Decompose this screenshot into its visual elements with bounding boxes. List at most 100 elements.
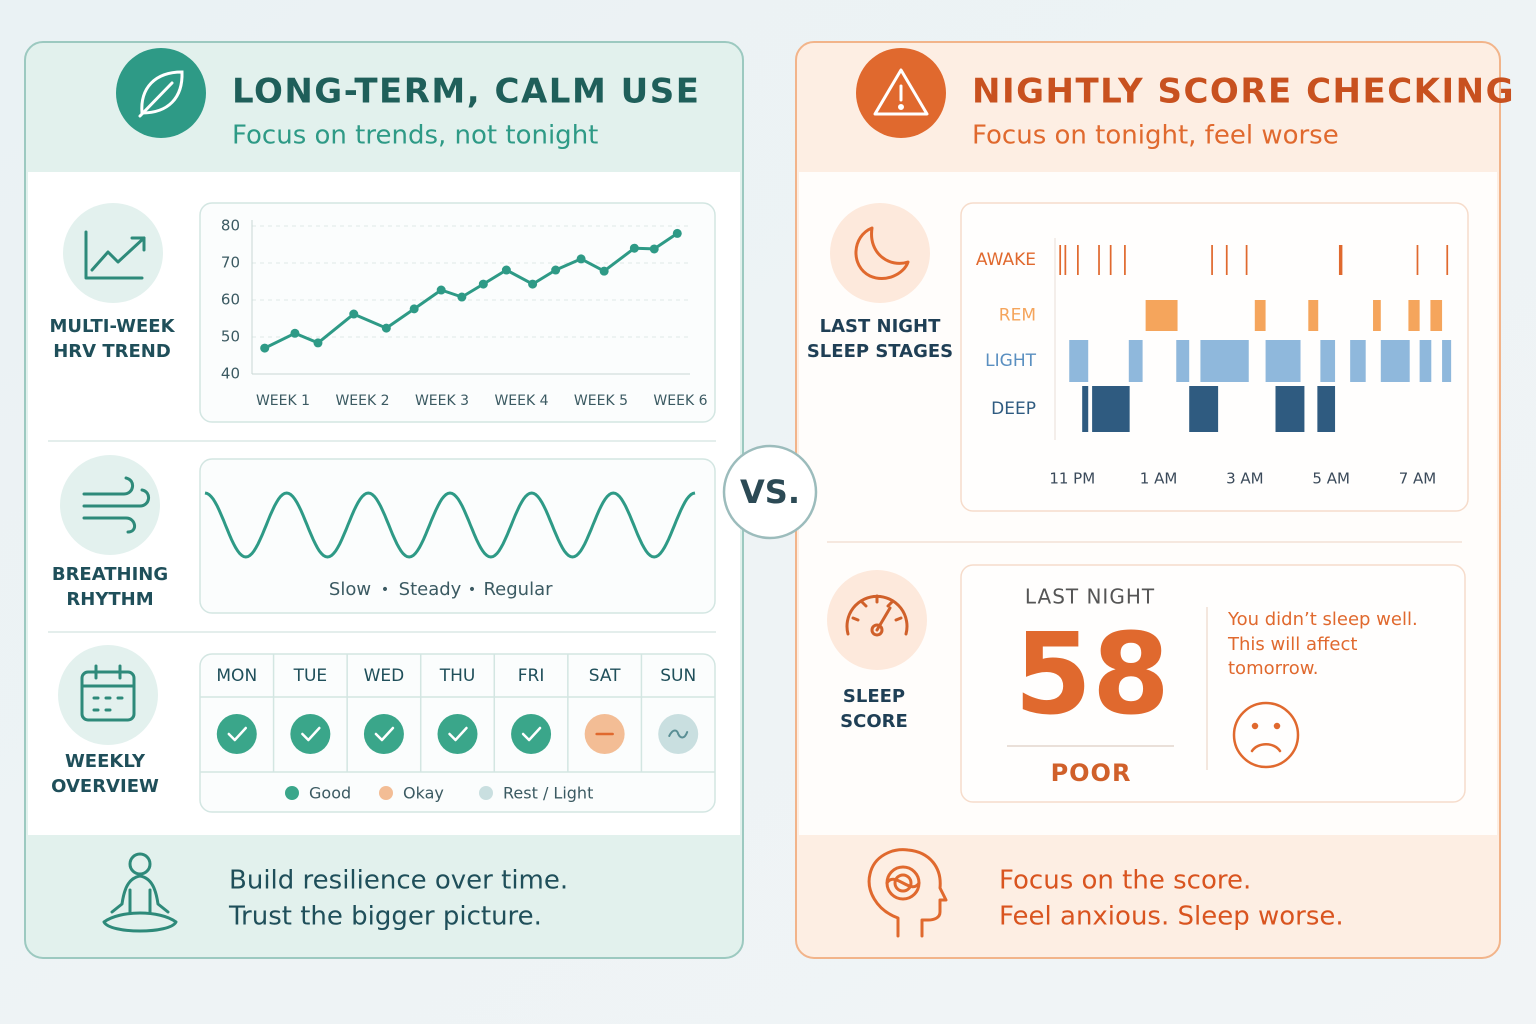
decoration (130, 236, 146, 252)
x-tick-label: WEEK 6 (653, 393, 707, 409)
stage-segment (1064, 245, 1067, 275)
stage-segment (1350, 340, 1366, 382)
decoration (1273, 722, 1281, 730)
x-tick-label: 7 AM (1399, 470, 1437, 488)
x-tick-label: 5 AM (1312, 470, 1350, 488)
gauge-glyph (845, 594, 909, 637)
check (521, 726, 542, 742)
x-tick-label: 1 AM (1140, 470, 1178, 488)
data-point (672, 228, 682, 238)
stage-segment (1098, 245, 1100, 275)
section-label: RHYTHM (66, 589, 153, 610)
section-label: WEEKLY (65, 751, 146, 772)
decoration (898, 104, 904, 110)
decoration (1250, 743, 1282, 753)
score-box (960, 564, 1466, 803)
stage-segment (1128, 340, 1143, 382)
section-label: MULTI-WEEK (49, 316, 175, 337)
y-tick-label: 40 (221, 365, 240, 383)
data-point (313, 338, 323, 348)
calendar-glyph (80, 664, 136, 722)
stage-segment (1254, 300, 1266, 331)
vs-text: VS. (740, 473, 800, 511)
right-subtitle: Focus on tonight, feel worse (972, 121, 1339, 151)
warning-glyph (873, 68, 929, 116)
legend-dot (479, 786, 493, 800)
day-label: WED (364, 666, 405, 686)
meditation-glyph (102, 852, 178, 933)
decoration (867, 848, 948, 938)
stage-segment (1077, 245, 1079, 275)
decoration (110, 874, 170, 914)
breathing-wave (204, 491, 696, 559)
section-label: SLEEP (843, 686, 905, 707)
stage-segment (1275, 386, 1305, 432)
stage-segment (1338, 245, 1343, 275)
section-label: OVERVIEW (51, 776, 159, 797)
day-label: THU (439, 666, 476, 686)
legend-dot (379, 786, 393, 800)
decoration (138, 81, 174, 118)
trend-glyph (84, 230, 146, 280)
score-message: This will affect (1227, 634, 1357, 655)
day-status (437, 714, 478, 754)
data-point (381, 323, 391, 333)
decoration (80, 670, 136, 722)
data-point (649, 244, 659, 254)
data-point (260, 343, 270, 353)
caption: Steady (399, 579, 462, 600)
head-glyph (867, 848, 948, 938)
data-point (436, 285, 446, 295)
caption: Slow (329, 579, 371, 600)
x-tick-label: 3 AM (1226, 470, 1264, 488)
stage-segment (1308, 300, 1319, 331)
x-tick-label: WEEK 4 (494, 393, 548, 409)
gauge-icon (827, 570, 927, 670)
decoration (1251, 722, 1259, 730)
day-label: TUE (293, 666, 328, 686)
section-label: BREATHING (52, 564, 168, 585)
y-tick-label: 80 (221, 217, 240, 235)
score-heading: LAST NIGHT (1025, 585, 1155, 609)
data-point (629, 243, 639, 253)
section-label: HRV TREND (53, 341, 171, 362)
y-tick-label: 70 (221, 254, 240, 272)
stage-label: AWAKE (976, 250, 1036, 270)
decoration (873, 68, 929, 116)
stage-segment (1245, 245, 1248, 275)
stages-chart: AWAKE REM LIGHT DEEP 11 PM 1 AM 3 AM 5 AM 7 AM (976, 238, 1452, 488)
check (227, 726, 248, 742)
day-status (216, 714, 257, 754)
legend-dot (285, 786, 299, 800)
data-point (409, 304, 419, 314)
decoration (140, 70, 184, 115)
stage-segment (1380, 340, 1410, 382)
check (301, 726, 321, 742)
decoration (128, 888, 152, 914)
hrv-chart: 40 50 60 70 80 WEEK 1 WEEK 2 WEEK 3 WEEK 4 WEEK 5… (221, 217, 708, 410)
stage-segment (1211, 245, 1213, 275)
score-rating: POOR (1051, 759, 1132, 787)
decoration (128, 852, 152, 876)
stage-segment (1176, 340, 1190, 382)
legend-label: Good (309, 784, 351, 803)
stage-segment (1373, 300, 1381, 331)
stage-segment (1092, 386, 1130, 432)
decoration (851, 594, 903, 622)
left-title: LONG-TERM, CALM USE (232, 72, 700, 112)
stage-segment (1320, 340, 1336, 382)
stage-segment (1416, 245, 1419, 275)
data-point (290, 328, 300, 338)
leaf-glyph (138, 70, 184, 118)
stage-segment (1059, 245, 1062, 275)
weekly-table: MON TUE WED THU FRI SAT SUN Good Okay Rest / Ligh… (216, 654, 699, 803)
stage-segment (1408, 300, 1420, 331)
caption: • (468, 582, 476, 598)
stage-label: LIGHT (985, 351, 1036, 371)
x-tick-label: WEEK 2 (335, 393, 389, 409)
sad-face (1232, 701, 1300, 769)
tilde (668, 729, 689, 739)
decoration (870, 623, 884, 637)
decoration (92, 696, 124, 712)
